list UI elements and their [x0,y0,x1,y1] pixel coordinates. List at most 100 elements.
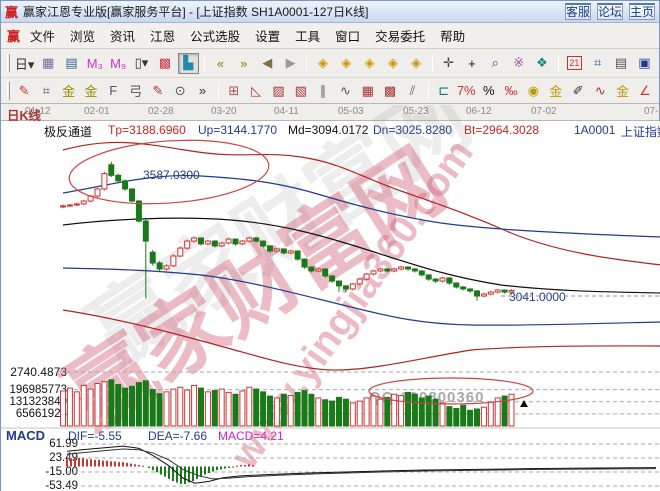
toolbar-button[interactable]: F [103,80,123,101]
date-tick: 02-01 [84,106,110,117]
volume-scale-label: 131323849 [9,396,67,408]
toolbar-button[interactable]: 金 [546,80,566,101]
toolbar-button[interactable]: ❖ [531,53,552,74]
ruler-icon: ⊏ [438,82,450,98]
toolbar-button[interactable]: ▶ [280,53,301,74]
percent-7-icon: 7% [456,83,476,98]
toolbar-button[interactable]: ✐ [568,80,588,101]
toolbar-button[interactable]: ✎ [14,80,34,101]
toolbar-button[interactable]: ⫽ [402,80,422,101]
red-grid-icon: ▦ [361,82,374,98]
toolbar-button[interactable]: ▤ [610,53,631,74]
toolbar-button[interactable]: » [192,80,212,101]
toolbar-button[interactable]: ⊏ [434,80,454,101]
toolbar-button[interactable]: ∠ [635,80,655,101]
toolbar-button[interactable]: 金 [59,80,79,101]
toolbar-button[interactable]: ⌗ [587,53,608,74]
menu-item-1[interactable]: 浏览 [70,30,96,44]
toolbar-button[interactable]: % [479,80,499,101]
expand-all-icon: ◈ [411,55,422,70]
toolbar-button[interactable]: ◈ [336,53,357,74]
price-marker-icon: ✐ [572,82,584,98]
toolbar-button[interactable]: ▦ [358,80,378,101]
date-tick: 04-11 [274,106,299,117]
date-tick: 03-20 [211,106,237,117]
toolbar-button[interactable]: M₃ [84,53,105,74]
menu-item-6[interactable]: 工具 [295,30,321,44]
toolbar-button[interactable]: ⌗ [36,80,56,101]
toolbar-button[interactable]: ∿ [590,80,610,101]
toolbar-button[interactable]: ▧ [291,80,311,101]
toolbar-button[interactable]: ▣ [634,53,655,74]
toolbar-button[interactable]: 弓 [125,80,145,101]
compass-circle-icon: ⊙ [174,82,186,98]
notes-icon: ▤ [614,55,628,70]
menu-item-5[interactable]: 设置 [255,30,281,44]
candle-style-icon: ▯▾ [134,55,149,70]
next-icon: ▶ [285,55,296,70]
toolbar-button[interactable]: ▯▾ [131,53,152,74]
menu-item-4[interactable]: 公式选股 [190,30,241,44]
menu-item-9[interactable]: 帮助 [440,30,466,44]
calculator-icon: ⌗ [594,55,602,70]
toolbar-button[interactable]: M₉ [107,53,128,74]
toolbar-button[interactable]: 金 [612,80,632,101]
toolbar-button[interactable]: ▦ [37,53,58,74]
chart-layout-icon: ▦ [41,55,55,70]
more-tools-icon: » [198,83,207,98]
trough-price-label: 3041.0000 [509,290,566,304]
toolbar-button[interactable]: « [210,53,231,74]
toolbar-button[interactable]: ⌕ [485,53,506,74]
toolbar-button[interactable]: ▤ [61,53,82,74]
symbol-name: 上证指数 [621,125,660,139]
menu-item-7[interactable]: 窗口 [335,30,361,44]
toolbar-button[interactable]: 7% [456,80,477,101]
last-page-icon: » [240,55,248,71]
toolbar-separator [557,54,559,72]
chart-area[interactable]: 极反通道 Tp=3188.6960 Up=3144.1770 Md=3094.0… [1,121,660,491]
toolbar-button[interactable]: ‰ [501,80,521,101]
toolbar-button[interactable]: ✎ [148,80,168,101]
toolbar-button[interactable]: ◈ [312,53,333,74]
toolbar-button[interactable]: ◈ [359,53,380,74]
menu-logo-icon: 赢 [7,29,21,44]
toolbar-button[interactable]: 日▾ [14,53,36,74]
titlebar-button-2[interactable]: 主页 [628,2,655,20]
channel-name: 极反通道 [44,125,93,139]
toolbar-button[interactable]: + [461,53,482,74]
toolbar-button[interactable]: 金 [81,80,101,101]
menu-item-0[interactable]: 文件 [30,30,56,44]
toolbar-button[interactable]: ◈ [406,53,427,74]
toolbar-button[interactable]: ∥ [313,80,333,101]
menu-item-3[interactable]: 江恩 [150,30,176,44]
titlebar-button-0[interactable]: 客服 [564,2,591,20]
volume-scale-label: 196985773 [9,384,67,396]
toolbar-button[interactable]: ✛ [438,53,459,74]
toolbar-button[interactable]: ▩ [380,80,400,101]
toolbar-button[interactable]: 21 [564,53,585,74]
toolbar-button[interactable]: ⊙ [170,80,190,101]
toolbar-button[interactable]: ◺ [246,80,266,101]
titlebar-button-1[interactable]: 论坛 [596,2,623,20]
toolbar-button[interactable]: ▩ [154,53,175,74]
menu-item-8[interactable]: 交易委托 [375,30,426,44]
zigzag-icon: ∿ [339,82,351,98]
toolbar-separator [427,81,429,100]
prev-icon: ◀ [262,55,273,70]
toolbar-button[interactable]: » [233,53,254,74]
gold-badge-icon: 金 [616,84,630,99]
toolbar-button[interactable]: ◀ [257,53,278,74]
toolbar-button[interactable]: ∿ [335,80,355,101]
toolbar-button[interactable]: ⊞ [224,80,244,101]
toolbar-button[interactable]: ◈ [382,53,403,74]
toolbar-button[interactable]: ※ [508,53,529,74]
toolbar-button[interactable]: ◉ [523,80,543,101]
toolbar-button[interactable]: ▙ [177,52,199,74]
menu-item-2[interactable]: 资讯 [110,30,136,44]
box-fan-2-icon: ▧ [294,82,307,98]
compress-icon: ◈ [364,55,375,70]
toolbar-button[interactable]: ▨ [268,80,288,101]
date-tick: 05-23 [403,106,429,117]
first-page-icon: « [216,55,225,71]
